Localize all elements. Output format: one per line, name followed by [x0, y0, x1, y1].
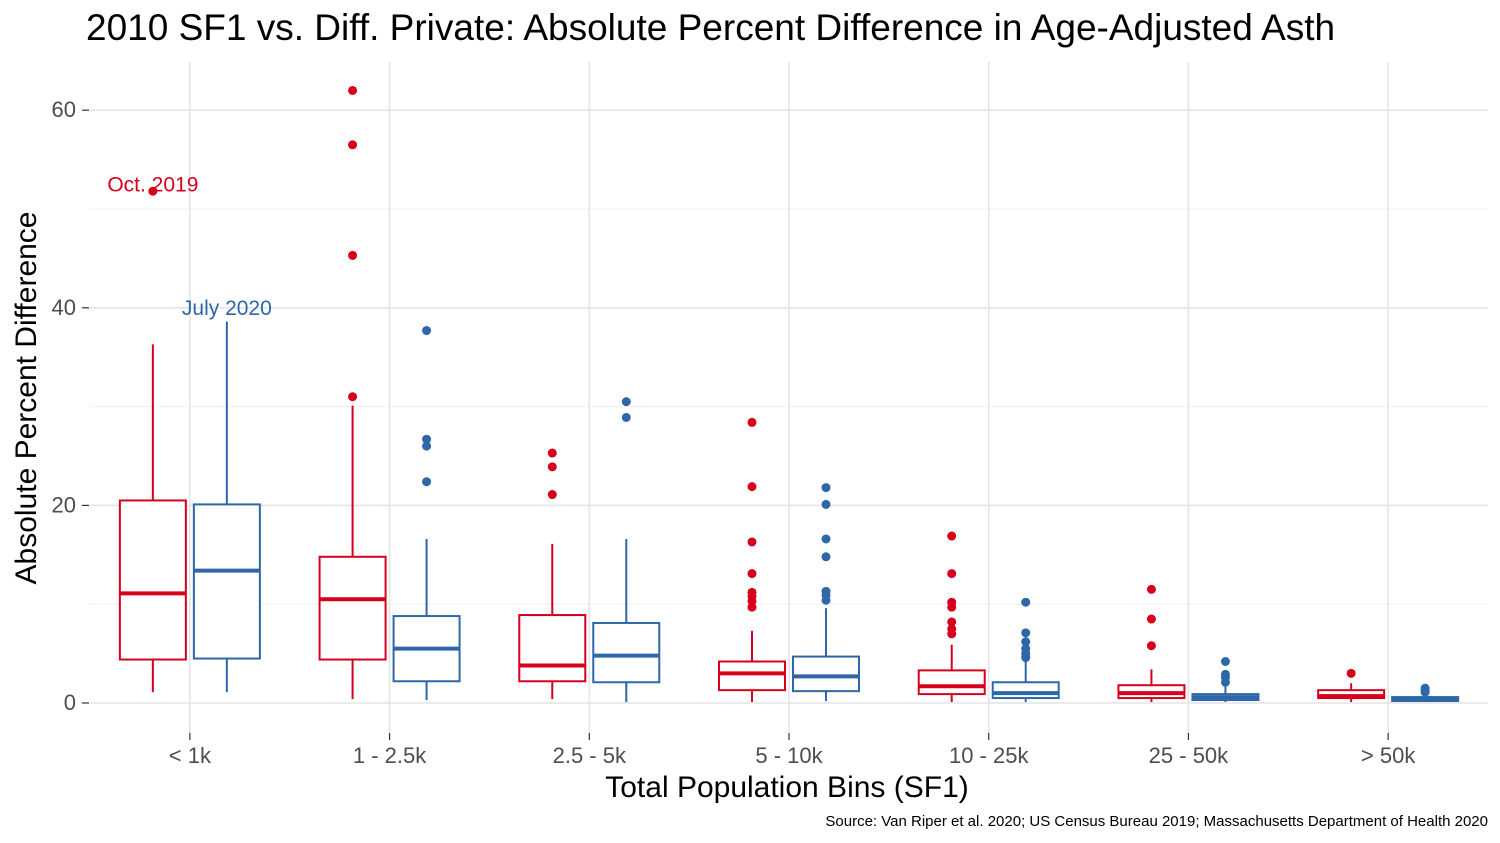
box-iqr: [592, 621, 661, 684]
outlier-point: [747, 587, 757, 597]
outlier-point: [1220, 657, 1230, 667]
outlier-point: [821, 552, 831, 562]
annotation-label: July 2020: [182, 297, 272, 320]
outlier-point: [947, 624, 957, 634]
box-oct-2019: [118, 186, 187, 693]
outlier-point: [1021, 644, 1031, 654]
box-oct-2019: [917, 531, 986, 703]
box-iqr: [718, 660, 786, 692]
y-axis: 0 20 40 60: [52, 97, 89, 715]
outlier-point: [1146, 614, 1156, 624]
outlier-point: [621, 412, 631, 422]
outlier-point: [947, 569, 957, 579]
outlier-point: [348, 392, 358, 402]
outlier-point: [348, 140, 358, 150]
outlier-point: [821, 499, 831, 509]
outlier-point: [547, 462, 557, 472]
outlier-point: [1220, 669, 1230, 679]
outlier-point: [821, 534, 831, 544]
box-iqr: [192, 503, 261, 660]
outlier-point: [348, 85, 358, 95]
box-oct-2019: [1117, 584, 1186, 703]
box-july-2020: [792, 483, 860, 702]
box-july-2020: [592, 397, 661, 703]
x-tick-label: < 1k: [169, 743, 212, 768]
x-tick-label: 1 - 2.5k: [353, 743, 427, 768]
y-tick-label: 20: [52, 492, 76, 517]
y-tick-label: 0: [64, 690, 76, 715]
x-tick-label: 25 - 50k: [1149, 743, 1229, 768]
outlier-point: [821, 483, 831, 493]
box-iqr: [118, 499, 187, 661]
outlier-point: [821, 586, 831, 596]
x-axis-label: Total Population Bins (SF1): [605, 771, 969, 804]
outlier-point: [947, 617, 957, 627]
box-iqr: [792, 655, 860, 693]
y-axis-label: Absolute Percent Difference: [10, 212, 43, 585]
source-caption: Source: Van Riper et al. 2020; US Census…: [825, 813, 1488, 830]
outlier-point: [747, 569, 757, 579]
box-july-2020: [192, 321, 261, 693]
outlier-point: [1346, 668, 1356, 678]
annotation-label: Oct. 2019: [107, 173, 198, 196]
outlier-point: [547, 448, 557, 458]
series-annotations: Oct. 2019 July 2020: [107, 173, 271, 319]
box-iqr: [518, 614, 587, 683]
box-july-2020: [1191, 657, 1260, 703]
chart-title: 2010 SF1 vs. Diff. Private: Absolute Per…: [86, 7, 1336, 48]
outlier-point: [747, 417, 757, 427]
outlier-point: [621, 397, 631, 407]
box-oct-2019: [718, 417, 786, 703]
outlier-point: [1146, 584, 1156, 594]
outlier-point: [348, 250, 358, 260]
outlier-point: [1021, 628, 1031, 638]
outlier-point: [947, 531, 957, 541]
outlier-point: [1021, 597, 1031, 607]
box-oct-2019: [1317, 668, 1386, 703]
grid-lines: [90, 62, 1488, 733]
x-tick-label: 2.5 - 5k: [553, 743, 627, 768]
box-july-2020: [392, 326, 461, 701]
box-july-2020: [1391, 683, 1460, 703]
outlier-point: [947, 597, 957, 607]
y-tick-label: 40: [52, 295, 76, 320]
x-tick-label: 10 - 25k: [949, 743, 1029, 768]
box-iqr: [991, 681, 1060, 700]
outlier-point: [422, 477, 432, 487]
outlier-point: [1146, 641, 1156, 651]
x-tick-label: > 50k: [1361, 743, 1416, 768]
box-marks: [118, 85, 1460, 703]
box-iqr: [917, 669, 986, 696]
box-oct-2019: [318, 85, 387, 700]
box-july-2020: [991, 597, 1060, 703]
outlier-point: [422, 326, 432, 336]
y-tick-label: 60: [52, 97, 76, 122]
outlier-point: [747, 537, 757, 547]
x-tick-label: 5 - 10k: [755, 743, 823, 768]
box-oct-2019: [518, 448, 587, 700]
outlier-point: [547, 490, 557, 500]
outlier-point: [747, 482, 757, 492]
outlier-point: [1021, 637, 1031, 647]
box-iqr: [318, 555, 387, 661]
outlier-point: [422, 441, 432, 451]
outlier-point: [422, 434, 432, 444]
x-axis: < 1k 1 - 2.5k 2.5 - 5k 5 - 10k 10 - 25k 25 - …: [169, 733, 1416, 768]
outlier-point: [148, 186, 158, 196]
outlier-point: [1420, 683, 1430, 693]
